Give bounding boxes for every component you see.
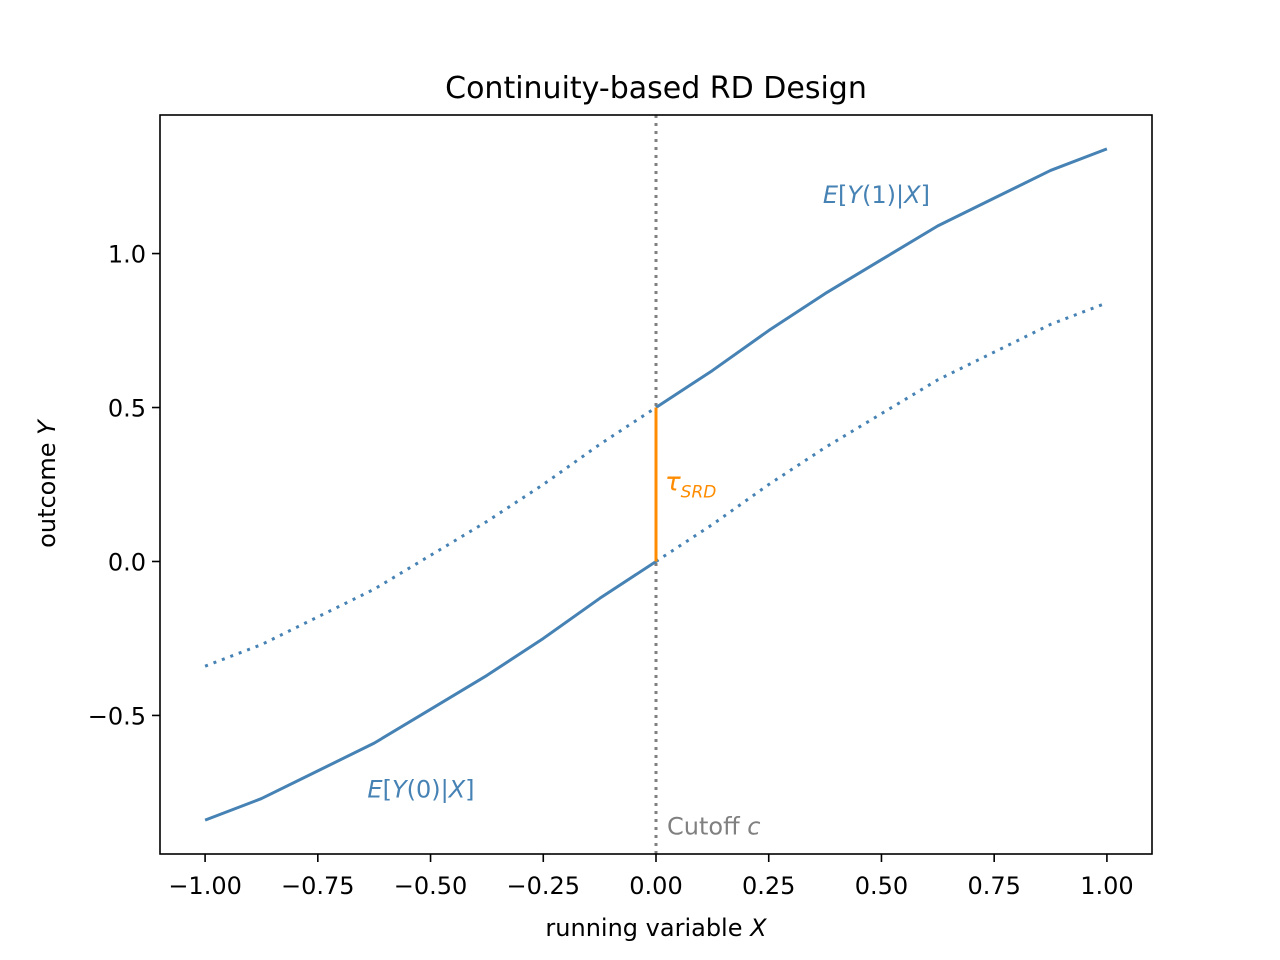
x-tick-label: 0.50 xyxy=(855,872,908,900)
series-0-dotted-line xyxy=(655,301,1108,563)
y-tick-label: −0.5 xyxy=(88,702,146,730)
y-tick-label: 1.0 xyxy=(108,241,146,269)
x-tick-label: 1.00 xyxy=(1080,872,1133,900)
x-tick-label: −1.00 xyxy=(168,872,242,900)
chart-title: Continuity-based RD Design xyxy=(445,71,867,106)
annotations: τSRD E[Y(1)|X] E[Y(0)|X] Cutoff c xyxy=(367,181,930,840)
x-tick-label: 0.25 xyxy=(742,872,795,900)
series-1-solid-line xyxy=(655,147,1108,409)
x-tick-label: −0.75 xyxy=(281,872,355,900)
series-1-dotted-line xyxy=(204,406,657,668)
x-axis-ticks: −1.00 −0.75 −0.50 −0.25 0.00 0.25 0.50 0.75 1.00 xyxy=(168,854,1134,900)
x-tick-label: −0.25 xyxy=(506,872,580,900)
tau-srd-label: τSRD xyxy=(665,468,716,503)
series-0-label: E[Y(0)|X] xyxy=(367,775,474,803)
x-tick-label: −0.50 xyxy=(394,872,468,900)
y-axis-label: outcome Y xyxy=(33,418,61,548)
y-tick-label: 0.5 xyxy=(108,395,146,423)
x-tick-label: 0.00 xyxy=(629,872,682,900)
y-tick-label: 0.0 xyxy=(108,548,146,576)
cutoff-label: Cutoff c xyxy=(667,812,760,840)
x-tick-label: 0.75 xyxy=(967,872,1020,900)
plot-area xyxy=(204,115,1108,854)
y-axis-ticks: −0.5 0.0 0.5 1.0 xyxy=(88,241,160,730)
x-axis-label: running variable X xyxy=(545,914,767,942)
series-1-label: E[Y(1)|X] xyxy=(823,181,930,209)
series-0-solid-line xyxy=(204,560,657,822)
